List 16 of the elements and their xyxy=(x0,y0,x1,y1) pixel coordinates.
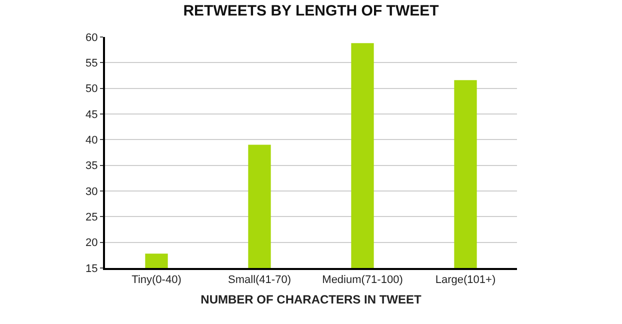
x-tick-label: Large(101+) xyxy=(435,274,496,286)
y-tick-label: 20 xyxy=(86,237,98,250)
y-tick-label: 25 xyxy=(86,212,98,224)
y-tick-label: 60 xyxy=(86,32,98,44)
y-tick-label: 30 xyxy=(86,186,98,198)
y-tick-label: 50 xyxy=(86,83,98,96)
x-axis-title: NUMBER OF CHARACTERS IN TWEET xyxy=(200,292,422,307)
y-tick-label: 15 xyxy=(86,262,98,275)
y-tick-label: 35 xyxy=(86,160,98,172)
y-tick-label: 45 xyxy=(86,108,98,121)
x-tick-label: Small(41-70) xyxy=(228,274,291,286)
x-tick-label: Medium(71-100) xyxy=(322,274,403,286)
y-tick-label: 40 xyxy=(86,134,98,147)
x-tick-label: Tiny(0-40) xyxy=(132,274,182,286)
chart-title: RETWEETS BY LENGTH OF TWEET xyxy=(183,2,439,20)
y-tick-label: 55 xyxy=(86,58,98,70)
